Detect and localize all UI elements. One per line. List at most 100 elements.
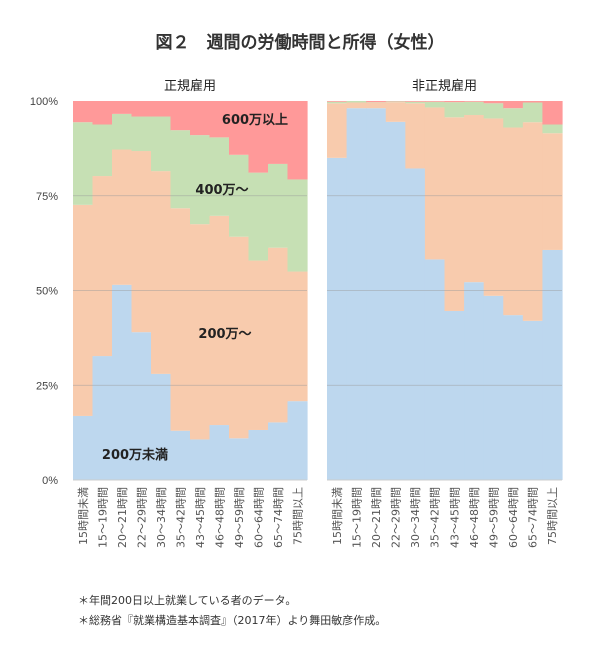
bar-segment — [542, 249, 563, 480]
x-tick-label: 35～42時間 — [174, 487, 187, 548]
y-tick-label: 0% — [42, 475, 58, 487]
bar-segment — [170, 130, 191, 209]
bar-segment — [346, 108, 367, 481]
y-tick-label: 75% — [36, 191, 58, 203]
bar-segment — [248, 260, 269, 430]
panel-title: 正規雇用 — [164, 78, 216, 94]
bar-segment — [73, 122, 94, 205]
bar-segment — [542, 101, 563, 125]
bar-segment — [151, 171, 172, 374]
chart-title: 図２ 週間の労働時間と所得（女性） — [155, 33, 445, 53]
bar-segment — [327, 101, 348, 104]
bar-segment — [170, 101, 191, 131]
x-tick-label: 65～74時間 — [527, 487, 540, 548]
x-tick-label: 20～21時間 — [370, 487, 383, 548]
bar-segment — [112, 284, 133, 480]
bar-segment — [92, 356, 113, 480]
x-tick-label: 46～48時間 — [468, 487, 481, 548]
bar-segment — [522, 101, 544, 103]
bar-segment — [444, 310, 465, 480]
bar-segment — [444, 101, 465, 103]
bar-segment — [366, 101, 387, 103]
bar-segment — [248, 101, 269, 173]
x-tick-label: 15時間未満 — [331, 487, 344, 545]
bar-segment — [131, 116, 152, 152]
bar-segment — [405, 101, 426, 104]
x-tick-label: 35～42時間 — [429, 487, 442, 548]
bar-segment — [92, 124, 113, 177]
bar-segment — [287, 101, 308, 180]
x-tick-label: 46～48時間 — [213, 487, 226, 548]
segment-label: 200万未満 — [102, 447, 168, 463]
bar-segment — [73, 204, 94, 416]
x-tick-label: 20～21時間 — [116, 487, 129, 548]
bar-segment — [385, 101, 406, 103]
segment-label: 200万～ — [198, 327, 251, 342]
bar-segment — [287, 401, 308, 480]
x-tick-label: 22～29時間 — [390, 487, 403, 548]
bar-segment — [131, 332, 152, 480]
y-tick-label: 50% — [36, 286, 58, 298]
bar-segment — [385, 121, 406, 480]
bar-segment — [248, 172, 269, 261]
bar-segment — [112, 101, 133, 114]
bar-segment — [190, 439, 211, 480]
bar-segment — [170, 208, 191, 431]
x-tick-label: 43～45時間 — [194, 487, 207, 548]
x-tick-label: 60～64時間 — [252, 487, 265, 548]
bar-segment — [542, 124, 563, 134]
bar-segment — [503, 108, 524, 128]
bar-segment — [503, 127, 524, 316]
bar-segment — [190, 135, 211, 225]
x-tick-label: 22～29時間 — [135, 487, 148, 548]
footnote-2: ＊総務省『就業構造基本調査』（2017年）より舞田敏彦作成。 — [78, 614, 387, 627]
x-tick-label: 49～59時間 — [233, 487, 246, 548]
bar-segment — [464, 101, 485, 116]
bar-segment — [248, 429, 269, 480]
bar-segment — [92, 101, 113, 125]
x-tick-label: 75時間以上 — [291, 487, 304, 545]
bar-segment — [424, 101, 446, 102]
bar-segment — [131, 151, 152, 333]
bar-segment — [268, 422, 289, 480]
bar-segment — [229, 101, 250, 155]
x-tick-label: 15～19時間 — [96, 487, 109, 548]
x-tick-label: 60～64時間 — [507, 487, 520, 548]
bar-segment — [112, 149, 133, 285]
bar-segment — [170, 430, 191, 480]
bar-segment — [464, 101, 485, 102]
bar-segment — [268, 163, 289, 248]
bar-segment — [346, 102, 367, 109]
bar-segment — [405, 103, 426, 169]
bar-segment — [268, 101, 289, 164]
bar-segment — [209, 425, 230, 480]
bar-segment — [366, 102, 387, 109]
y-tick-label: 100% — [30, 96, 58, 108]
bar-segment — [327, 101, 348, 102]
bar-segment — [503, 101, 524, 109]
segment-label: 600万以上 — [222, 113, 288, 128]
bar-segment — [424, 259, 446, 480]
bar-segment — [346, 101, 367, 103]
bar-segment — [424, 107, 446, 260]
bar-segment — [112, 113, 133, 150]
bar-segment — [483, 118, 504, 296]
bar-segment — [190, 101, 211, 136]
segment-label: 400万～ — [195, 183, 248, 198]
bar-segment — [444, 102, 465, 118]
x-tick-label: 43～45時間 — [448, 487, 461, 548]
bar-segment — [73, 101, 94, 123]
bar-segment — [405, 168, 426, 480]
bar-segment — [151, 101, 172, 117]
bar-segment — [522, 122, 544, 321]
bar-segment — [151, 373, 172, 480]
bar-segment — [151, 116, 172, 172]
x-tick-label: 49～59時間 — [487, 487, 500, 548]
footnote-1: ＊年間200日以上就業している者のデータ。 — [78, 594, 297, 607]
bar-segment — [268, 247, 289, 423]
bar-segment — [483, 103, 504, 119]
y-tick-label: 25% — [36, 380, 58, 392]
bar-segment — [209, 215, 230, 426]
bar-segment — [522, 320, 544, 480]
bar-segment — [327, 157, 348, 480]
